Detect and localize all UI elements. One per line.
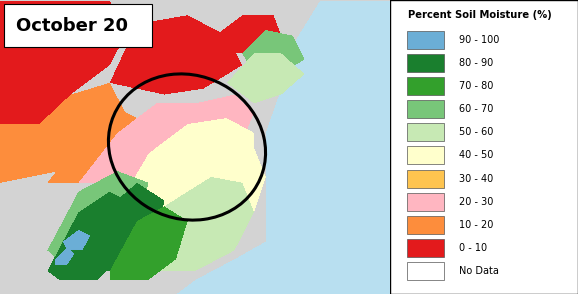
Text: 80 - 90: 80 - 90 (460, 58, 494, 68)
Bar (406, 77, 444, 95)
Bar (406, 123, 444, 141)
Text: 60 - 70: 60 - 70 (460, 104, 494, 114)
Text: 10 - 20: 10 - 20 (460, 220, 494, 230)
Bar (406, 31, 444, 49)
Text: Percent Soil Moisture (%): Percent Soil Moisture (%) (409, 10, 552, 20)
Text: October 20: October 20 (16, 17, 128, 36)
Text: No Data: No Data (460, 266, 499, 276)
FancyBboxPatch shape (4, 4, 152, 47)
Bar (406, 193, 444, 211)
Text: 50 - 60: 50 - 60 (460, 127, 494, 137)
Text: 70 - 80: 70 - 80 (460, 81, 494, 91)
Bar (406, 262, 444, 280)
Bar (406, 54, 444, 72)
Bar (406, 170, 444, 188)
Bar (406, 239, 444, 257)
Bar (406, 216, 444, 234)
Text: 20 - 30: 20 - 30 (460, 197, 494, 207)
Text: 40 - 50: 40 - 50 (460, 151, 494, 161)
Text: 30 - 40: 30 - 40 (460, 173, 494, 183)
Bar (406, 146, 444, 165)
Text: 90 - 100: 90 - 100 (460, 35, 499, 45)
Text: 0 - 10: 0 - 10 (460, 243, 487, 253)
Bar (406, 100, 444, 118)
